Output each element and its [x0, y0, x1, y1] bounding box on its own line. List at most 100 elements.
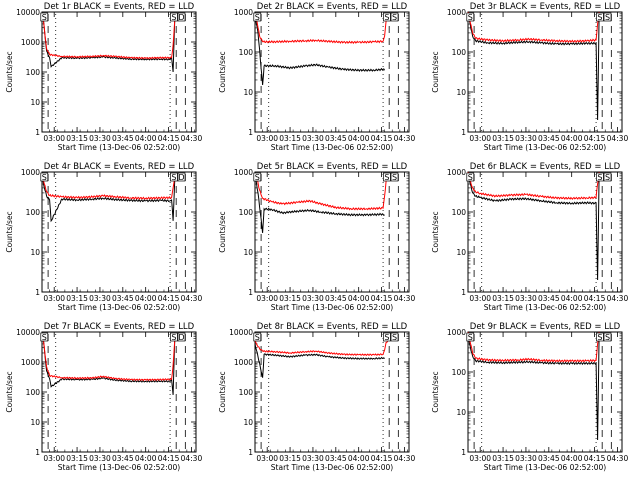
y-tick-label: 100 — [239, 208, 254, 217]
x-tick-label: 03:15 — [66, 134, 88, 143]
y-tick-label: 1000 — [234, 8, 253, 17]
chart-title: Det 7r BLACK = Events, RED = LLD — [44, 322, 195, 332]
y-tick-label: 10 — [456, 88, 466, 97]
y-tick-label: 10 — [243, 418, 253, 427]
x-tick-label: 04:30 — [181, 454, 203, 463]
x-tick-label: 04:00 — [135, 454, 157, 463]
marker-label: S — [392, 13, 397, 22]
x-axis-label: Start Time (13-Dec-06 02:52:00) — [484, 463, 606, 472]
events-series-line — [41, 173, 177, 223]
chart-panel-7: Det 7r BLACK = Events, RED = LLD 1 10 100 10… — [5, 322, 202, 472]
x-tick-label: 03:30 — [302, 134, 324, 143]
y-tick-label: 100 — [239, 388, 254, 397]
x-tick-label: 03:15 — [492, 454, 514, 463]
y-axis-label: Counts/sec — [218, 371, 227, 412]
x-tick-label: 03:45 — [325, 134, 347, 143]
x-axis-label: Start Time (13-Dec-06 02:52:00) — [58, 143, 180, 152]
marker-box — [390, 332, 399, 342]
y-tick-label: 1000 — [21, 358, 40, 367]
x-tick-label: 03:00 — [256, 294, 278, 303]
marker-box — [390, 12, 399, 22]
y-axis-label: Counts/sec — [431, 51, 440, 92]
lld-series-line — [254, 13, 389, 45]
y-tick-label: 10 — [30, 248, 40, 257]
y-tick-label: 1 — [35, 448, 40, 457]
x-tick-label: 03:15 — [492, 294, 514, 303]
x-tick-label: 04:15 — [371, 134, 393, 143]
x-tick-label: 03:45 — [112, 454, 134, 463]
x-tick-label: 03:30 — [89, 134, 111, 143]
y-tick-label: 100 — [26, 68, 41, 77]
x-tick-label: 04:30 — [394, 294, 416, 303]
chart-panel-9: Det 9r BLACK = Events, RED = LLD 1 10 100 10… — [431, 322, 628, 472]
x-tick-label: 03:45 — [112, 134, 134, 143]
marker-label: S — [597, 333, 602, 342]
y-tick-label: 100 — [452, 208, 467, 217]
x-tick-label: 04:15 — [371, 454, 393, 463]
x-tick-label: 04:30 — [181, 294, 203, 303]
x-tick-label: 03:45 — [325, 454, 347, 463]
events-series-line — [467, 171, 600, 281]
y-tick-label: 10000 — [229, 328, 253, 337]
x-tick-label: 03:00 — [469, 454, 491, 463]
chart-panel-8: Det 8r BLACK = Events, RED = LLD 1 10 100 10… — [218, 322, 415, 472]
marker-label: S — [605, 333, 610, 342]
x-tick-label: 03:45 — [538, 134, 560, 143]
x-tick-label: 03:00 — [469, 134, 491, 143]
plot-frame — [254, 11, 410, 133]
marker-label: S — [468, 173, 473, 182]
marker-box — [383, 12, 391, 22]
y-tick-label: 1 — [461, 448, 466, 457]
x-axis-label: Start Time (13-Dec-06 02:52:00) — [58, 303, 180, 312]
marker-box — [170, 172, 178, 182]
x-tick-label: 03:30 — [515, 294, 537, 303]
lld-series-line — [41, 333, 177, 382]
x-tick-label: 04:15 — [158, 134, 180, 143]
marker-label: S — [255, 173, 260, 182]
x-tick-label: 03:30 — [515, 134, 537, 143]
marker-label: S — [605, 173, 610, 182]
lld-series-line — [467, 171, 600, 201]
chart-panel-3: Det 3r BLACK = Events, RED = LLD 1 10 100 10… — [431, 2, 628, 152]
marker-box — [390, 172, 399, 182]
x-tick-label: 04:15 — [158, 294, 180, 303]
x-tick-label: 03:15 — [66, 454, 88, 463]
marker-box — [383, 332, 391, 342]
y-tick-label: 1000 — [234, 358, 253, 367]
x-tick-label: 03:15 — [66, 294, 88, 303]
x-tick-label: 04:30 — [607, 454, 629, 463]
y-tick-label: 1000 — [447, 8, 466, 17]
y-tick-label: 1 — [248, 288, 253, 297]
marker-box — [170, 332, 178, 342]
marker-box — [253, 172, 262, 182]
y-tick-label: 1 — [35, 288, 40, 297]
x-tick-label: 03:00 — [469, 294, 491, 303]
y-tick-label: 1 — [461, 128, 466, 137]
marker-label: S — [255, 333, 260, 342]
y-tick-label: 100 — [239, 48, 254, 57]
marker-box — [466, 332, 475, 342]
y-tick-label: 100 — [452, 48, 467, 57]
y-tick-label: 1000 — [234, 168, 253, 177]
marker-label: S — [384, 173, 389, 182]
chart-title: Det 9r BLACK = Events, RED = LLD — [470, 322, 621, 332]
x-tick-label: 04:00 — [561, 134, 583, 143]
marker-label: D — [178, 13, 184, 22]
y-axis-label: Counts/sec — [218, 211, 227, 252]
marker-label: S — [171, 173, 176, 182]
x-axis-label: Start Time (13-Dec-06 02:52:00) — [484, 303, 606, 312]
x-tick-label: 03:00 — [43, 454, 65, 463]
x-tick-label: 03:15 — [279, 134, 301, 143]
y-tick-label: 10000 — [16, 8, 40, 17]
x-tick-label: 03:45 — [112, 294, 134, 303]
x-tick-label: 03:45 — [325, 294, 347, 303]
y-axis-label: Counts/sec — [5, 371, 14, 412]
y-tick-label: 1 — [35, 128, 40, 137]
y-tick-label: 1 — [461, 288, 466, 297]
x-tick-label: 03:30 — [302, 294, 324, 303]
y-tick-label: 10 — [243, 248, 253, 257]
marker-box — [177, 332, 186, 342]
x-axis-label: Start Time (13-Dec-06 02:52:00) — [484, 143, 606, 152]
x-tick-label: 03:15 — [279, 294, 301, 303]
